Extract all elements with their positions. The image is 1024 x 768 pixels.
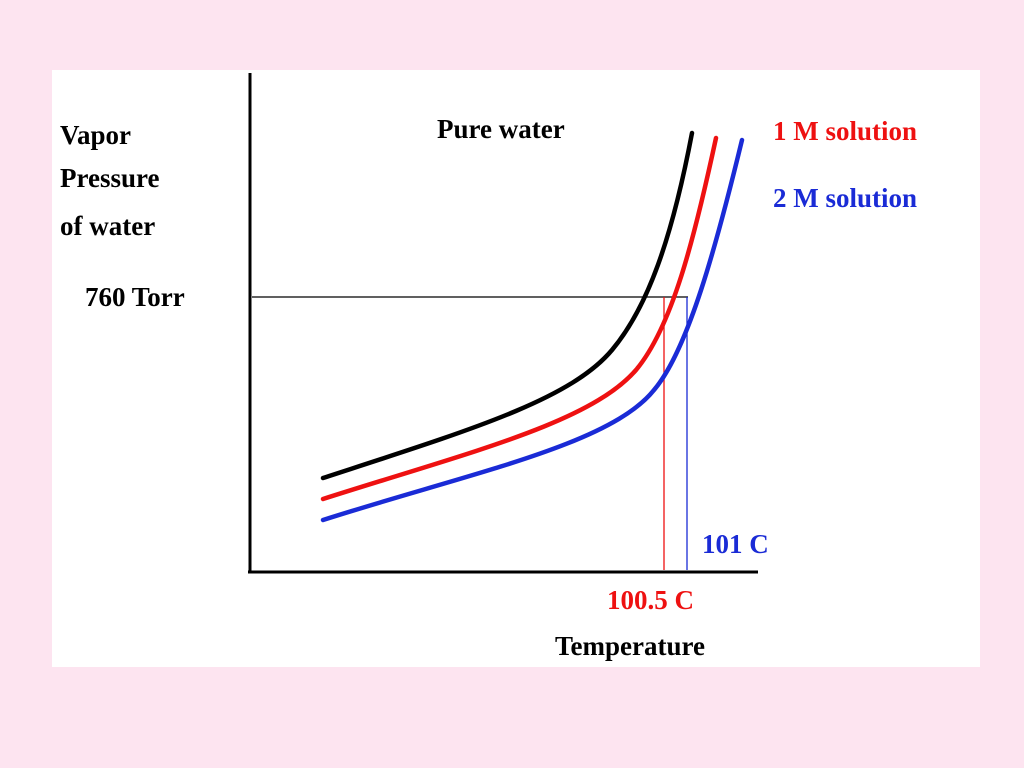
boiling-point-label-1m: 100.5 C xyxy=(607,585,694,615)
series-label-pure-water: Pure water xyxy=(437,114,565,144)
curve-pure-water xyxy=(320,130,695,481)
curve-2m-solution xyxy=(320,137,745,523)
xlabel: Temperature xyxy=(555,631,705,661)
series-label-1m-solution: 1 M solution xyxy=(773,116,917,146)
chart-panel xyxy=(52,70,980,667)
reference-label: 760 Torr xyxy=(85,282,185,312)
ylabel-line-1: Vapor xyxy=(60,120,131,150)
ylabel-line-3: of water xyxy=(60,211,155,241)
boiling-point-label-2m: 101 C xyxy=(702,529,769,559)
ylabel-line-2: Pressure xyxy=(60,163,159,193)
series-label-2m-solution: 2 M solution xyxy=(773,183,917,213)
curve-1m-solution xyxy=(320,135,719,502)
